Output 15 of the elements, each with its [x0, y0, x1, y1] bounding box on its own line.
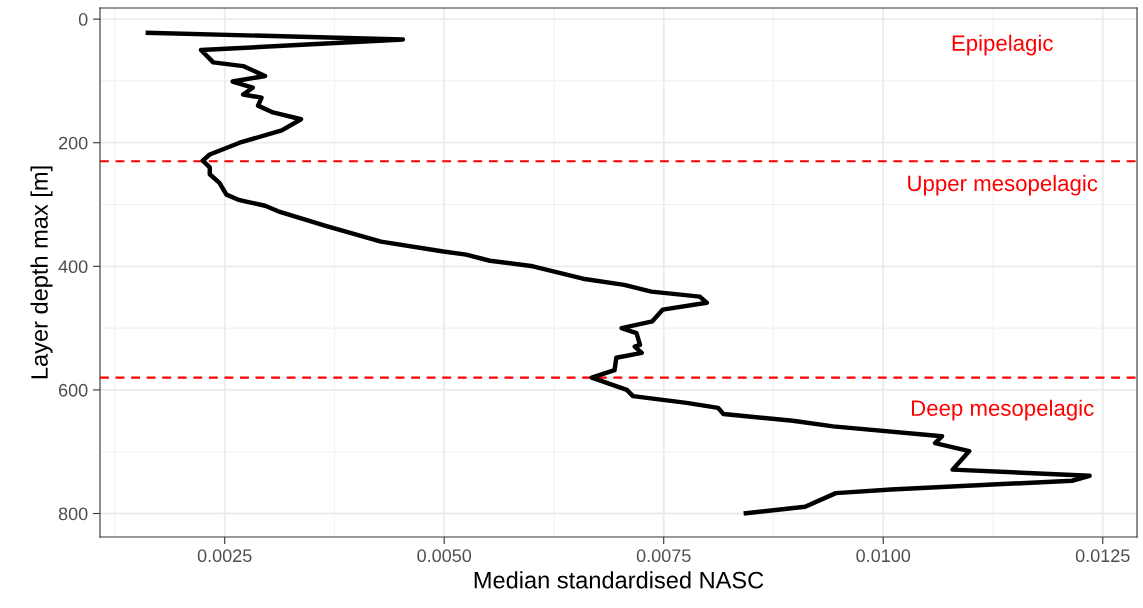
y-tick-label: 400: [58, 260, 88, 274]
y-tick-label: 200: [58, 136, 88, 150]
x-tick-label: 0.0025: [197, 549, 252, 563]
y-tick-label: 0: [78, 13, 88, 26]
y-tick-label: 800: [58, 507, 88, 521]
x-tick-label: 0.0125: [1075, 549, 1130, 563]
y-tick-label: 600: [58, 383, 88, 397]
x-tick-label: 0.0075: [636, 549, 691, 563]
x-axis-title: Median standardised NASC: [474, 571, 764, 589]
y-axis-title: Layer depth max [m]: [30, 166, 53, 379]
annotation: Deep mesopelagic: [911, 399, 1094, 421]
x-tick-label: 0.0100: [856, 549, 911, 563]
annotation: Epipelagic: [952, 34, 1053, 56]
x-tick-label: 0.0050: [417, 549, 472, 563]
annotation: Upper mesopelagic: [908, 174, 1098, 196]
